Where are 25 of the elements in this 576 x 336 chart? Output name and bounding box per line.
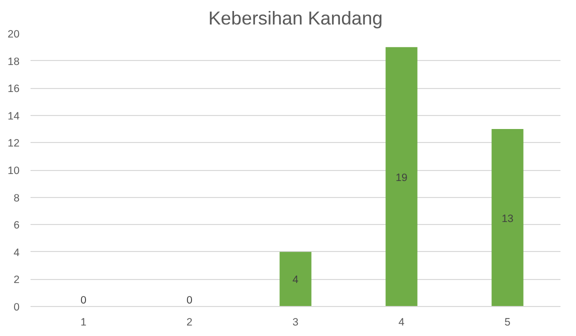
y-tick-label: 12 bbox=[8, 138, 20, 150]
x-tick-label: 2 bbox=[186, 316, 193, 328]
chart-title: Kebersihan Kandang bbox=[208, 8, 383, 28]
y-tick-label: 18 bbox=[8, 56, 20, 68]
data-label: 19 bbox=[396, 172, 408, 184]
data-label: 4 bbox=[292, 274, 299, 286]
y-tick-label: 2 bbox=[14, 274, 20, 286]
y-tick-label: 20 bbox=[8, 28, 20, 40]
x-tick-label: 5 bbox=[504, 316, 511, 328]
x-tick-label: 4 bbox=[398, 316, 405, 328]
y-tick-label: 8 bbox=[14, 192, 20, 204]
y-tick-label: 14 bbox=[8, 110, 20, 122]
x-tick-label: 1 bbox=[80, 316, 87, 328]
bar bbox=[280, 252, 312, 306]
y-tick-label: 0 bbox=[14, 302, 20, 314]
data-label: 0 bbox=[186, 294, 193, 306]
y-tick-label: 16 bbox=[8, 83, 20, 96]
y-tick-label: 6 bbox=[14, 220, 20, 232]
bar bbox=[492, 129, 524, 306]
y-tick-label: 10 bbox=[8, 165, 20, 177]
bar bbox=[386, 47, 418, 306]
data-label: 13 bbox=[502, 212, 514, 225]
data-label: 0 bbox=[80, 294, 87, 306]
x-tick-label: 3 bbox=[292, 316, 299, 328]
y-tick-label: 4 bbox=[14, 246, 20, 259]
